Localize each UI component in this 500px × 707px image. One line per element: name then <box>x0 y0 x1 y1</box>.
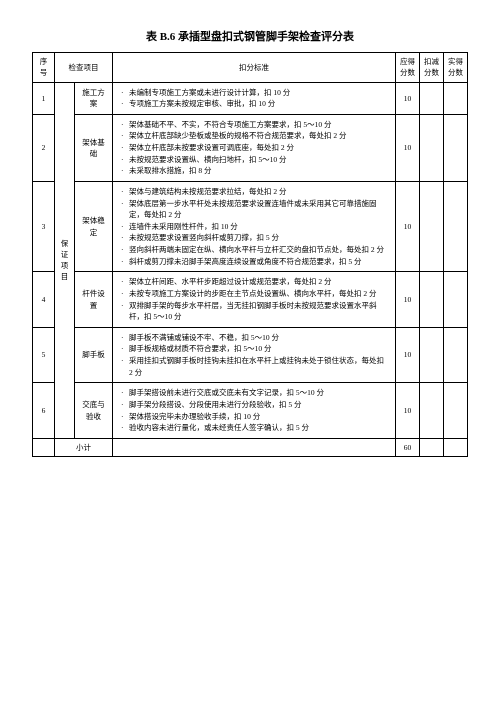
bullet: 架体底层第一步水平杆处未按规范要求设置连墙件或未采用其它可靠措施固定，每处扣 2… <box>119 198 389 221</box>
subtotal-row: 小计 60 <box>33 438 468 456</box>
subtotal-score: 60 <box>396 438 420 456</box>
subtotal-deduct <box>420 438 444 456</box>
score-cell: 10 <box>396 272 420 328</box>
bullet: 脚手架分段搭设、分段使用未进行分段验收，扣 5 分 <box>119 399 389 411</box>
seq-cell: 5 <box>33 327 55 383</box>
actual-cell <box>444 272 468 328</box>
subtotal-crit <box>113 438 396 456</box>
bullet: 脚手架搭设前未进行交底或交底未有文字记录，扣 5～10 分 <box>119 387 389 399</box>
table-row: 1 保证项目 施工方案 未编制专项施工方案或未进行设计计算，扣 10 分 专项施… <box>33 82 468 114</box>
bullet: 架体搭设完毕未办理验收手续，扣 10 分 <box>119 411 389 423</box>
bullet: 专项施工方案未按规定审核、审批，扣 10 分 <box>119 98 389 110</box>
category-cell: 保证项目 <box>55 82 75 438</box>
bullet: 连墙件未采用刚性杆件，扣 10 分 <box>119 221 389 233</box>
score-cell: 10 <box>396 114 420 181</box>
criteria-cell: 架体与建筑结构未按规范要求拉结，每处扣 2 分 架体底层第一步水平杆处未按规范要… <box>113 181 396 271</box>
item-cell: 脚手板 <box>75 327 113 383</box>
bullet: 架体与建筑结构未按规范要求拉结，每处扣 2 分 <box>119 186 389 198</box>
score-cell: 10 <box>396 82 420 114</box>
bullet: 验收内容未进行量化，或未经责任人签字确认，扣 5 分 <box>119 422 389 434</box>
bullet: 架体立杆间距、水平杆步距超过设计或规范要求，每处扣 2 分 <box>119 276 389 288</box>
scoring-table: 序号 检查项目 扣分标准 应得分数 扣减分数 实得分数 1 保证项目 施工方案 … <box>32 52 468 457</box>
deduct-cell <box>420 114 444 181</box>
criteria-cell: 未编制专项施工方案或未进行设计计算，扣 10 分 专项施工方案未按规定审核、审批… <box>113 82 396 114</box>
subtotal-seq <box>33 438 55 456</box>
bullet: 双排脚手架的每步水平杆层，当无挂扣钢脚手板时未按规范要求设置水平斜杆，扣 5～1… <box>119 300 389 323</box>
bullet: 架体基础不平、不实，不符合专项施工方案要求，扣 5～10 分 <box>119 119 389 131</box>
deduct-cell <box>420 181 444 271</box>
deduct-cell <box>420 82 444 114</box>
actual-cell <box>444 114 468 181</box>
deduct-cell <box>420 327 444 383</box>
item-cell: 杆件设置 <box>75 272 113 328</box>
seq-cell: 3 <box>33 181 55 271</box>
subtotal-actual <box>444 438 468 456</box>
bullet: 未按规范要求设置竖向斜杆或剪刀撑，扣 5 分 <box>119 232 389 244</box>
bullet: 竖向斜杆两端未固定在纵、横向水平杆与立杆汇交的盘扣节点处，每处扣 2 分 <box>119 244 389 256</box>
bullet: 未采取排水措施，扣 8 分 <box>119 165 389 177</box>
table-row: 3 架体稳定 架体与建筑结构未按规范要求拉结，每处扣 2 分 架体底层第一步水平… <box>33 181 468 271</box>
bullet: 斜杆或剪刀撑未沿脚手架高度连续设置或角度不符合规范要求，扣 5 分 <box>119 256 389 268</box>
table-row: 2 架体基础 架体基础不平、不实，不符合专项施工方案要求，扣 5～10 分 架体… <box>33 114 468 181</box>
bullet: 架体立杆底部未按要求设置可调底座，每处扣 2 分 <box>119 142 389 154</box>
actual-cell <box>444 327 468 383</box>
actual-cell <box>444 383 468 439</box>
criteria-cell: 架体基础不平、不实，不符合专项施工方案要求，扣 5～10 分 架体立杆底部缺少垫… <box>113 114 396 181</box>
header-should: 应得分数 <box>396 53 420 83</box>
item-cell: 架体稳定 <box>75 181 113 271</box>
actual-cell <box>444 181 468 271</box>
table-row: 6 交底与验收 脚手架搭设前未进行交底或交底未有文字记录，扣 5～10 分 脚手… <box>33 383 468 439</box>
header-criteria: 扣分标准 <box>113 53 396 83</box>
score-cell: 10 <box>396 181 420 271</box>
item-cell: 架体基础 <box>75 114 113 181</box>
bullet: 未编制专项施工方案或未进行设计计算，扣 10 分 <box>119 87 389 99</box>
seq-cell: 6 <box>33 383 55 439</box>
bullet: 脚手板规格或材质不符合要求，扣 5～10 分 <box>119 343 389 355</box>
table-title: 表 B.6 承插型盘扣式钢管脚手架检查评分表 <box>32 28 468 44</box>
score-cell: 10 <box>396 383 420 439</box>
criteria-cell: 脚手架搭设前未进行交底或交底未有文字记录，扣 5～10 分 脚手架分段搭设、分段… <box>113 383 396 439</box>
score-cell: 10 <box>396 327 420 383</box>
seq-cell: 1 <box>33 82 55 114</box>
header-deduct: 扣减分数 <box>420 53 444 83</box>
bullet: 架体立杆底部缺少垫板或垫板的规格不符合规范要求，每处扣 2 分 <box>119 130 389 142</box>
bullet: 未按专项施工方案设计的步距在主节点处设置纵、横向水平杆，每处扣 2 分 <box>119 288 389 300</box>
item-cell: 交底与验收 <box>75 383 113 439</box>
criteria-cell: 脚手板不满铺或铺设不牢、不稳，扣 5～10 分 脚手板规格或材质不符合要求，扣 … <box>113 327 396 383</box>
bullet: 未按规范要求设置纵、横向扫地杆，扣 5～10 分 <box>119 154 389 166</box>
header-seq: 序号 <box>33 53 55 83</box>
seq-cell: 4 <box>33 272 55 328</box>
header-item: 检查项目 <box>55 53 113 83</box>
actual-cell <box>444 82 468 114</box>
deduct-cell <box>420 272 444 328</box>
item-cell: 施工方案 <box>75 82 113 114</box>
seq-cell: 2 <box>33 114 55 181</box>
deduct-cell <box>420 383 444 439</box>
table-row: 5 脚手板 脚手板不满铺或铺设不牢、不稳，扣 5～10 分 脚手板规格或材质不符… <box>33 327 468 383</box>
bullet: 脚手板不满铺或铺设不牢、不稳，扣 5～10 分 <box>119 332 389 344</box>
subtotal-label: 小计 <box>55 438 113 456</box>
header-row: 序号 检查项目 扣分标准 应得分数 扣减分数 实得分数 <box>33 53 468 83</box>
header-actual: 实得分数 <box>444 53 468 83</box>
table-row: 4 杆件设置 架体立杆间距、水平杆步距超过设计或规范要求，每处扣 2 分 未按专… <box>33 272 468 328</box>
criteria-cell: 架体立杆间距、水平杆步距超过设计或规范要求，每处扣 2 分 未按专项施工方案设计… <box>113 272 396 328</box>
bullet: 采用挂扣式钢脚手板时挂钩未挂扣在水平杆上或挂钩未处于锁住状态，每处扣 2 分 <box>119 355 389 378</box>
